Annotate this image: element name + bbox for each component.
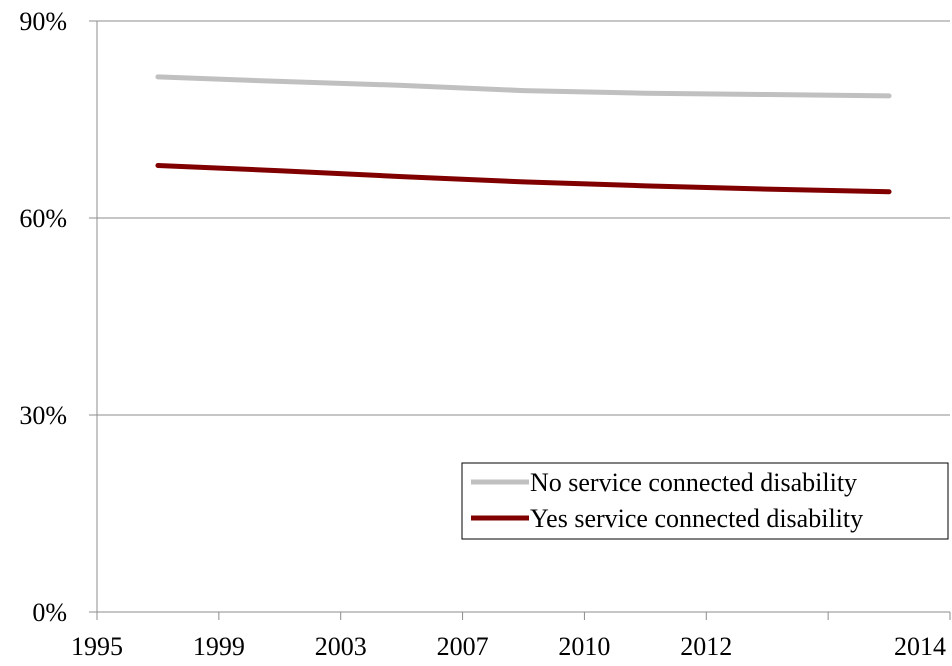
- series-lines: [155, 74, 892, 195]
- data-point: [766, 188, 768, 190]
- data-point: [157, 76, 159, 78]
- y-tick-label: 90%: [19, 7, 67, 36]
- data-point: [279, 170, 281, 172]
- legend-box: [461, 462, 949, 540]
- legend-label: Yes service connected disability: [530, 504, 863, 533]
- series-line-2: [155, 162, 892, 195]
- data-point: [401, 84, 403, 86]
- x-tick-label: 2007: [437, 632, 489, 661]
- legend-label: No service connected disability: [530, 468, 857, 497]
- gridlines: [97, 20, 950, 416]
- data-point: [157, 164, 159, 166]
- data-point: [766, 94, 768, 96]
- x-tick-label: 2010: [558, 632, 610, 661]
- axes: 0% 30% 60% 90% 1995 1999 2003 2007 2010 2012 2014: [19, 7, 951, 661]
- data-point: [888, 95, 890, 97]
- data-point: [644, 92, 646, 94]
- data-point: [523, 90, 524, 92]
- y-tick-label: 0%: [32, 598, 67, 627]
- data-point: [279, 80, 281, 82]
- x-tick-label: 1995: [71, 632, 123, 661]
- data-point: [401, 176, 403, 178]
- x-tick-label: 2014: [894, 632, 946, 661]
- x-tick-label: 1999: [193, 632, 245, 661]
- legend: No service connected disability Yes servi…: [461, 462, 949, 540]
- y-tick-label: 60%: [19, 204, 67, 233]
- y-tick-label: 30%: [19, 401, 67, 430]
- data-point: [888, 191, 890, 193]
- x-tick-label: 2012: [680, 632, 732, 661]
- data-point: [523, 181, 524, 183]
- data-point: [644, 185, 646, 187]
- series-line-1: [155, 74, 892, 99]
- x-tick-label: 2003: [315, 632, 367, 661]
